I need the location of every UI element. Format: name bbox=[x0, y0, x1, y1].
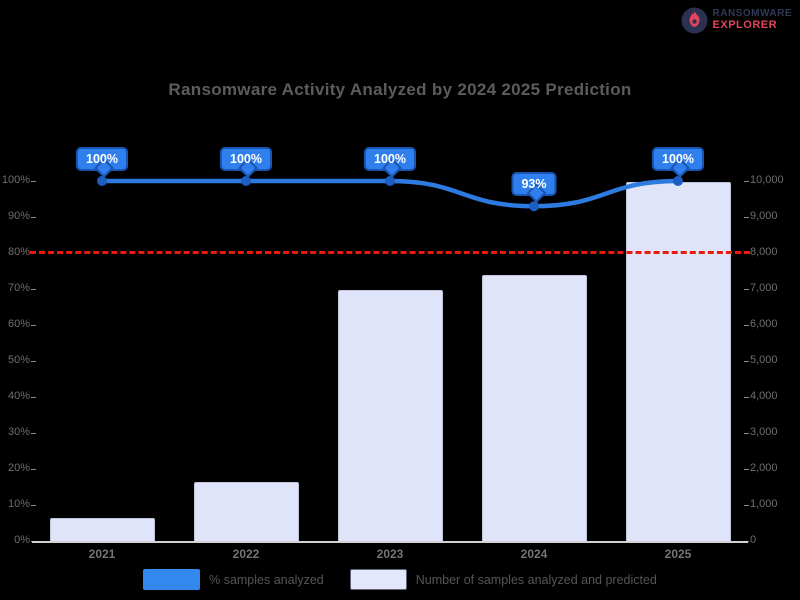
y-axis-right-tick-label: 5,000 bbox=[750, 354, 778, 366]
y-axis-right-tick-mark bbox=[744, 505, 749, 506]
y-axis-left-tick-label: 10% bbox=[7, 498, 30, 510]
brand-name-line2: EXPLORER bbox=[712, 18, 778, 31]
y-axis-left-tick-label: 100% bbox=[1, 174, 30, 186]
y-axis-left-tick-label: 90% bbox=[7, 210, 30, 222]
y-axis-left-tick-label: 70% bbox=[7, 282, 30, 294]
brand-logo: RANSOMWARE EXPLORER bbox=[681, 7, 792, 34]
line-marker bbox=[97, 176, 107, 186]
x-axis-category-label: 2022 bbox=[232, 547, 260, 561]
y-axis-right-tick-mark bbox=[744, 217, 749, 218]
y-axis-right-tick-mark bbox=[744, 469, 749, 470]
legend-item-bar-series: Number of samples analyzed and predicted bbox=[349, 569, 657, 590]
y-axis-left-tick-mark bbox=[31, 181, 36, 182]
y-axis-left-tick-mark bbox=[31, 325, 36, 326]
bar bbox=[193, 481, 299, 542]
x-axis-line bbox=[32, 541, 748, 543]
y-axis-left-tick-label: 20% bbox=[7, 462, 30, 474]
brand-name: RANSOMWARE EXPLORER bbox=[713, 9, 792, 31]
y-axis-left-tick-label: 80% bbox=[7, 246, 30, 258]
y-axis-right-tick-label: 3,000 bbox=[750, 426, 778, 438]
data-point-callout: 100% bbox=[76, 147, 128, 178]
x-axis-category-label: 2021 bbox=[88, 547, 116, 561]
line-marker bbox=[241, 176, 251, 186]
callout-pointer bbox=[670, 158, 690, 178]
x-axis-category-label: 2025 bbox=[664, 547, 692, 561]
line-marker bbox=[529, 201, 539, 212]
legend-label-bar-series: Number of samples analyzed and predicted bbox=[415, 572, 657, 587]
y-axis-right-tick-mark bbox=[744, 325, 749, 326]
y-axis-right-tick-mark bbox=[744, 397, 749, 398]
y-axis-right-tick-label: 1,000 bbox=[750, 498, 778, 510]
x-axis-category-label: 2023 bbox=[376, 547, 404, 561]
y-axis-left-tick-mark bbox=[31, 397, 36, 398]
y-axis-right-tick-mark bbox=[744, 433, 749, 434]
bar bbox=[481, 274, 587, 542]
y-axis-left-tick-mark bbox=[31, 289, 36, 290]
y-axis-right-tick-label: 6,000 bbox=[750, 318, 778, 330]
callout-pointer bbox=[526, 183, 546, 204]
legend-item-line-series: % samples analyzed bbox=[143, 569, 324, 590]
data-point-callout: 100% bbox=[220, 147, 272, 178]
y-axis-right-tick-label: 7,000 bbox=[750, 282, 778, 294]
brand-flame-icon bbox=[681, 7, 708, 34]
threshold-line bbox=[30, 251, 750, 254]
y-axis-left-tick-label: 0% bbox=[14, 534, 30, 546]
y-axis-right-tick-label: 4,000 bbox=[750, 390, 778, 402]
y-axis-right-tick-label: 8,000 bbox=[750, 246, 778, 258]
y-axis-left-tick-mark bbox=[31, 361, 36, 362]
y-axis-left-tick-mark bbox=[31, 469, 36, 470]
y-axis-right-tick-label: 10,000 bbox=[750, 174, 784, 186]
callout-pointer bbox=[238, 158, 258, 178]
y-axis-left-tick-label: 50% bbox=[7, 354, 30, 366]
data-point-callout: 100% bbox=[364, 147, 416, 178]
legend-swatch-line-series bbox=[143, 569, 201, 590]
bar bbox=[625, 182, 731, 542]
y-axis-left-tick-mark bbox=[31, 505, 36, 506]
y-axis-right-tick-mark bbox=[744, 289, 749, 290]
y-axis-right-tick-label: 0 bbox=[750, 534, 757, 546]
callout-pointer bbox=[94, 158, 114, 178]
y-axis-left-tick-mark bbox=[31, 217, 36, 218]
chart-title: Ransomware Activity Analyzed by 2024 202… bbox=[168, 80, 632, 99]
callout-pointer bbox=[382, 158, 402, 178]
bar bbox=[49, 517, 155, 542]
y-axis-left-tick-label: 30% bbox=[7, 426, 30, 438]
y-axis-right-tick-mark bbox=[744, 181, 749, 182]
y-axis-left-tick-mark bbox=[31, 433, 36, 434]
data-point-callout: 100% bbox=[652, 147, 704, 178]
legend-label-line-series: % samples analyzed bbox=[209, 572, 324, 587]
y-axis-right-tick-label: 9,000 bbox=[750, 210, 778, 222]
data-point-callout: 93% bbox=[511, 172, 557, 204]
legend-swatch-bar-series bbox=[349, 569, 407, 590]
y-axis-right-tick-label: 2,000 bbox=[750, 462, 778, 474]
line-marker bbox=[385, 176, 395, 186]
chart-legend: % samples analyzed Number of samples ana… bbox=[0, 569, 800, 590]
y-axis-right-tick-mark bbox=[744, 361, 749, 362]
brand-name-line1: RANSOMWARE bbox=[712, 8, 792, 20]
bar bbox=[337, 290, 443, 542]
y-axis-left-tick-label: 40% bbox=[7, 390, 30, 402]
x-axis-category-label: 2024 bbox=[520, 547, 548, 561]
y-axis-left-tick-label: 60% bbox=[7, 318, 30, 330]
